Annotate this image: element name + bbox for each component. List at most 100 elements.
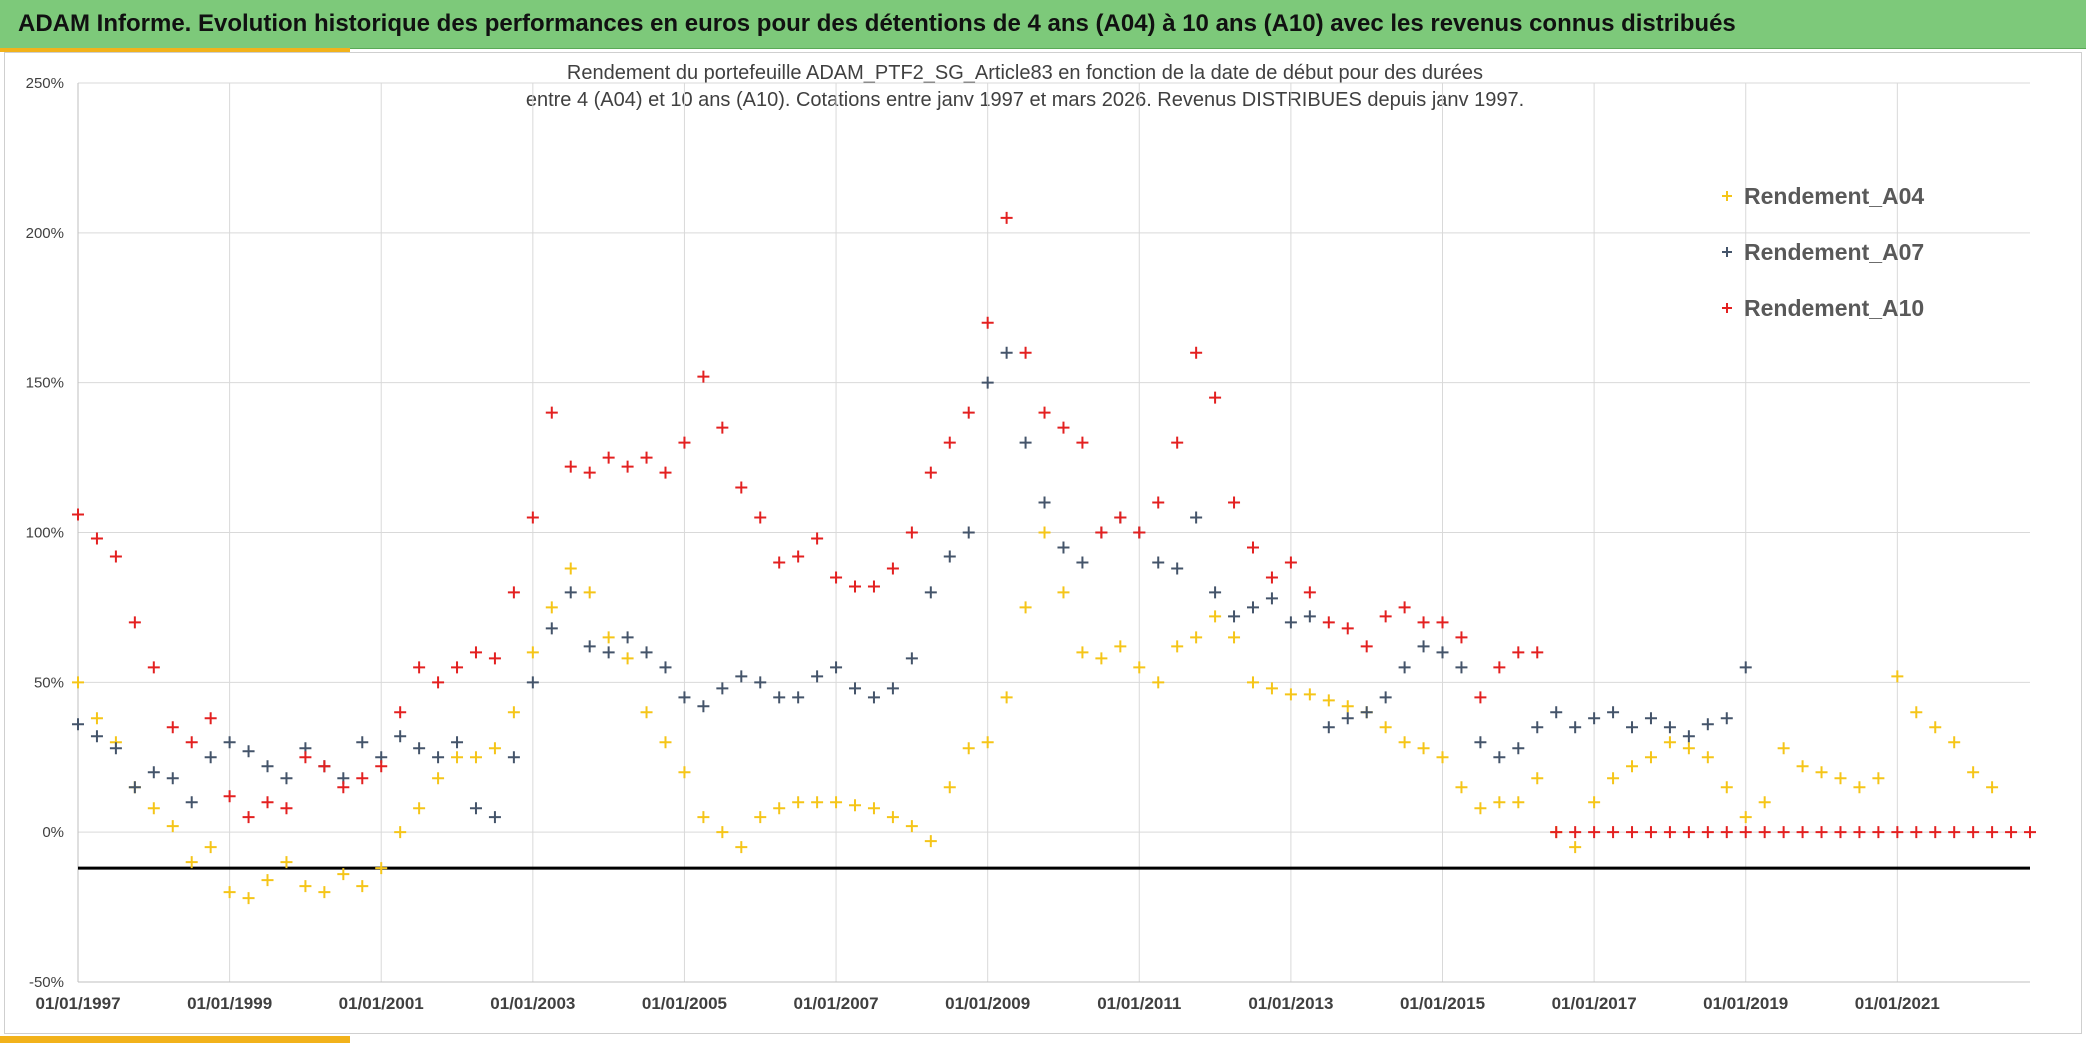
data-point — [830, 571, 843, 584]
data-point — [1038, 526, 1051, 539]
data-point — [830, 661, 843, 674]
data-point — [602, 646, 615, 659]
data-point — [1891, 670, 1904, 683]
data-point — [678, 436, 691, 449]
data-point — [1152, 676, 1165, 689]
data-point — [526, 511, 539, 524]
data-point — [242, 811, 255, 824]
data-point — [1758, 826, 1771, 839]
data-point — [394, 730, 407, 743]
data-point — [1303, 688, 1316, 701]
data-point — [1929, 826, 1942, 839]
data-point — [621, 460, 634, 473]
data-point — [507, 586, 520, 599]
data-point — [792, 691, 805, 704]
data-point — [1379, 721, 1392, 734]
data-point — [1417, 616, 1430, 629]
data-point — [147, 661, 160, 674]
data-point — [1493, 751, 1506, 764]
data-point — [1246, 541, 1259, 554]
data-point — [1626, 760, 1639, 773]
data-point — [1644, 826, 1657, 839]
data-point — [1076, 646, 1089, 659]
data-point — [1607, 772, 1620, 785]
data-point — [166, 721, 179, 734]
data-point — [526, 646, 539, 659]
data-point — [1796, 760, 1809, 773]
data-point — [1228, 496, 1241, 509]
data-point — [204, 841, 217, 854]
data-point — [1417, 742, 1430, 755]
y-tick-label: 250% — [26, 75, 64, 92]
data-point — [1569, 721, 1582, 734]
data-point — [867, 802, 880, 815]
x-tick-label: 01/01/2019 — [1703, 994, 1788, 1013]
data-point — [1455, 631, 1468, 644]
data-point — [1626, 826, 1639, 839]
data-point — [469, 751, 482, 764]
data-point — [223, 790, 236, 803]
data-point — [1663, 826, 1676, 839]
chart-frame — [4, 52, 2082, 1034]
x-tick-label: 01/01/2005 — [642, 994, 727, 1013]
data-point — [128, 616, 141, 629]
data-point — [280, 856, 293, 869]
x-tick-label: 01/01/2003 — [490, 994, 575, 1013]
data-point — [469, 646, 482, 659]
x-tick-label: 01/01/2009 — [945, 994, 1030, 1013]
data-point — [697, 370, 710, 383]
data-point — [886, 562, 899, 575]
data-point — [72, 676, 84, 689]
data-point — [886, 811, 899, 824]
data-point — [507, 751, 520, 764]
data-point — [1076, 556, 1089, 569]
data-point — [1531, 721, 1544, 734]
data-point — [1626, 721, 1639, 734]
data-point — [1057, 421, 1070, 434]
data-point — [545, 601, 558, 614]
data-point — [2024, 826, 2036, 839]
data-point — [1341, 700, 1354, 713]
data-point — [109, 550, 122, 563]
data-point — [1038, 406, 1051, 419]
data-point — [318, 886, 331, 899]
data-point — [849, 580, 862, 593]
data-point — [754, 811, 767, 824]
data-point — [697, 700, 710, 713]
data-point — [451, 736, 464, 749]
data-point — [432, 772, 445, 785]
data-point — [1607, 826, 1620, 839]
data-point — [886, 682, 899, 695]
data-point — [1777, 742, 1790, 755]
data-point — [147, 802, 160, 815]
data-point — [1322, 721, 1335, 734]
data-point — [1644, 712, 1657, 725]
data-point — [280, 802, 293, 815]
data-point — [1550, 706, 1563, 719]
data-point — [867, 691, 880, 704]
data-point — [1114, 640, 1127, 653]
data-point — [1512, 742, 1525, 755]
data-point — [1284, 616, 1297, 629]
x-tick-label: 01/01/2013 — [1248, 994, 1333, 1013]
data-point — [185, 856, 198, 869]
legend-label: Rendement_A07 — [1744, 239, 1924, 265]
data-point — [1228, 610, 1241, 623]
data-point — [1512, 646, 1525, 659]
data-point — [1474, 802, 1487, 815]
data-point — [185, 796, 198, 809]
x-tick-label: 01/01/2017 — [1552, 994, 1637, 1013]
data-point — [1190, 511, 1203, 524]
data-point — [2005, 826, 2018, 839]
data-point — [1531, 772, 1544, 785]
legend-label: Rendement_A10 — [1744, 295, 1924, 321]
data-point — [943, 436, 956, 449]
data-point — [545, 406, 558, 419]
data-point — [1853, 826, 1866, 839]
data-point — [318, 760, 331, 773]
data-point — [1341, 712, 1354, 725]
data-point — [924, 586, 937, 599]
data-point — [1682, 730, 1695, 743]
data-point — [621, 631, 634, 644]
data-point — [1701, 751, 1714, 764]
